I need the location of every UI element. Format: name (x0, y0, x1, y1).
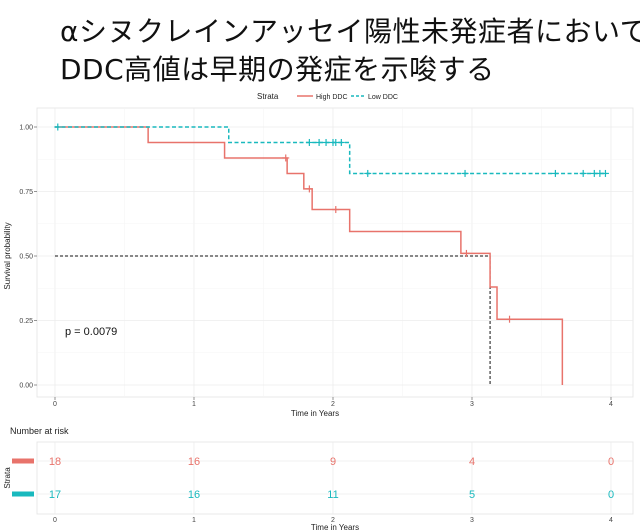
risk-table-title: Number at risk (10, 426, 69, 436)
risk-table: Number at risk 18 16 9 4 0 17 16 11 5 0 0 1 2 3 4 Str… (3, 426, 634, 532)
risk-x-tick-label: 4 (609, 517, 613, 524)
risk-count: 0 (608, 489, 614, 501)
y-axis-title: Survival probability (3, 222, 12, 289)
risk-key-high-ddc (12, 458, 34, 464)
censor-marks (54, 123, 609, 323)
risk-x-axis-title: Time in Years (311, 523, 359, 532)
x-tick-label: 3 (470, 401, 474, 408)
p-value-label: p = 0.0079 (65, 326, 117, 338)
risk-x-tick-label: 3 (470, 517, 474, 524)
risk-x-axis: 0 1 2 3 4 (53, 517, 613, 524)
risk-table-panel (36, 441, 634, 515)
x-tick-label: 4 (609, 401, 613, 408)
y-axis: 0.00 0.25 0.50 0.75 1.00 (19, 125, 37, 390)
x-axis: 0 1 2 3 4 (53, 397, 613, 408)
risk-key-low-ddc (12, 491, 34, 497)
y-tick-label: 0.50 (19, 254, 33, 261)
slide-title-line-2: DDC高値は早期の発症を示唆する (60, 53, 495, 86)
risk-count: 16 (188, 489, 200, 501)
risk-table-grid (37, 442, 633, 514)
risk-count: 11 (327, 489, 338, 501)
risk-count: 4 (469, 456, 475, 468)
risk-y-axis-title: Strata (3, 467, 12, 489)
y-tick-label: 0.75 (19, 189, 33, 196)
legend-title: Strata (257, 92, 279, 101)
risk-count: 17 (49, 489, 61, 501)
km-plot: 0.00 0.25 0.50 0.75 1.00 0 1 2 3 4 p = 0.0079 Ti… (3, 107, 634, 418)
curve-high-ddc (55, 126, 564, 385)
risk-count: 0 (608, 456, 614, 468)
plot-grid (37, 108, 633, 397)
slide-title-line-1: αシヌクレインアッセイ陽性未発症者において (60, 15, 640, 48)
y-tick-label: 1.00 (19, 125, 33, 132)
y-tick-label: 0.25 (19, 318, 33, 325)
risk-count: 16 (188, 456, 200, 468)
risk-x-tick-label: 0 (53, 517, 57, 524)
legend-label-high-ddc: High DDC (316, 94, 348, 101)
risk-count: 9 (330, 456, 336, 468)
plot-panel (36, 107, 634, 398)
risk-count: 18 (49, 456, 61, 468)
risk-x-tick-label: 1 (192, 517, 196, 524)
legend-label-low-ddc: Low DDC (368, 94, 398, 101)
x-tick-label: 2 (331, 401, 335, 408)
x-tick-label: 0 (53, 401, 57, 408)
risk-table-rows: 18 16 9 4 0 17 16 11 5 0 (12, 456, 614, 501)
x-axis-title: Time in Years (291, 409, 339, 418)
x-tick-label: 1 (192, 401, 196, 408)
risk-count: 5 (469, 489, 475, 501)
y-tick-label: 0.00 (19, 383, 33, 390)
legend: Strata High DDC Low DDC (257, 92, 398, 101)
risk-x-tick-label: 2 (331, 517, 335, 524)
curve-low-ddc (55, 126, 607, 175)
